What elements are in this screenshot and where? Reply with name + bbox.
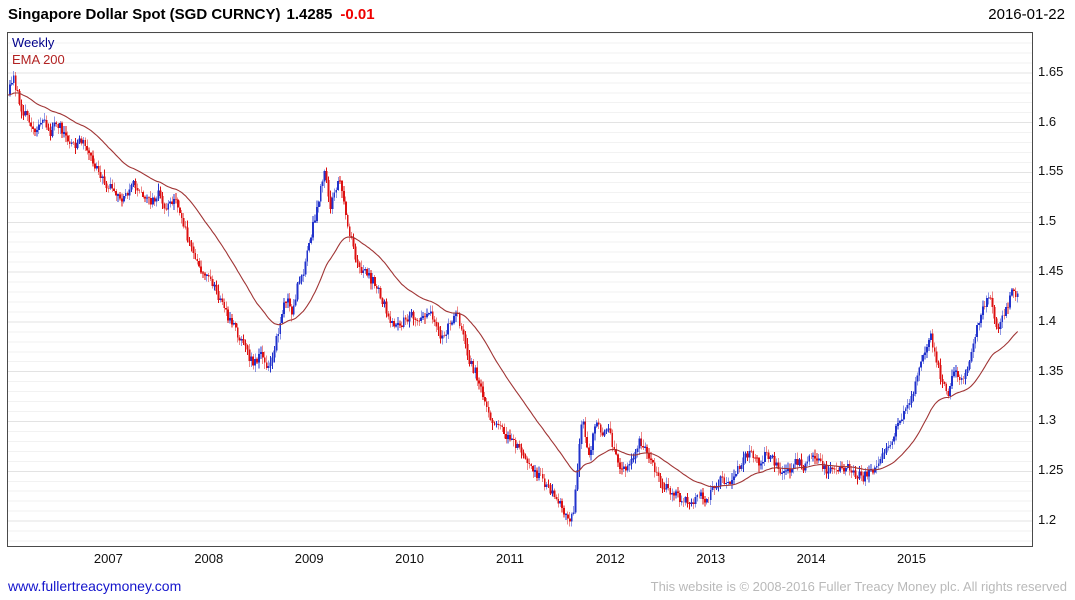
y-axis-label: 1.2	[1038, 512, 1057, 528]
chart-header: Singapore Dollar Spot (SGD CURNCY) 1.4285…	[0, 0, 1075, 30]
website-link[interactable]: www.fullertreacymoney.com	[8, 578, 182, 594]
y-axis-label: 1.65	[1038, 63, 1064, 79]
x-axis-label: 2008	[194, 551, 224, 566]
chart-date: 2016-01-22	[988, 6, 1065, 23]
y-axis-label: 1.6	[1038, 113, 1057, 129]
plot-area: Weekly EMA 200	[7, 32, 1033, 547]
y-axis-label: 1.35	[1038, 362, 1064, 378]
y-axis-label: 1.5	[1038, 213, 1057, 229]
y-axis-label: 1.3	[1038, 412, 1057, 428]
chart-title: Singapore Dollar Spot (SGD CURNCY)	[8, 6, 281, 23]
candlestick-chart	[8, 33, 1032, 542]
last-price: 1.4285	[286, 6, 333, 23]
x-axis-label: 2014	[796, 551, 826, 566]
x-axis-label: 2007	[93, 551, 123, 566]
x-axis-label: 2009	[294, 551, 324, 566]
x-axis-label: 2010	[395, 551, 425, 566]
price-change: -0.01	[340, 6, 375, 23]
title-line: Singapore Dollar Spot (SGD CURNCY) 1.4285…	[8, 6, 375, 23]
y-axis-label: 1.55	[1038, 163, 1064, 179]
x-axis-label: 2011	[495, 551, 524, 566]
y-axis-label: 1.25	[1038, 462, 1064, 478]
ema-overlay-label: EMA 200	[12, 52, 65, 67]
x-axis-label: 2013	[696, 551, 726, 566]
copyright-text: This website is © 2008-2016 Fuller Treac…	[650, 579, 1067, 594]
x-axis: 2007 2008 2009 2010 2011 2012 2013 2014 2015	[8, 551, 1032, 567]
x-axis-label: 2015	[897, 551, 926, 566]
y-axis-label: 1.4	[1038, 312, 1057, 328]
frequency-label: Weekly	[12, 35, 55, 50]
x-axis-label: 2012	[595, 551, 625, 566]
y-axis-label: 1.45	[1038, 263, 1064, 279]
